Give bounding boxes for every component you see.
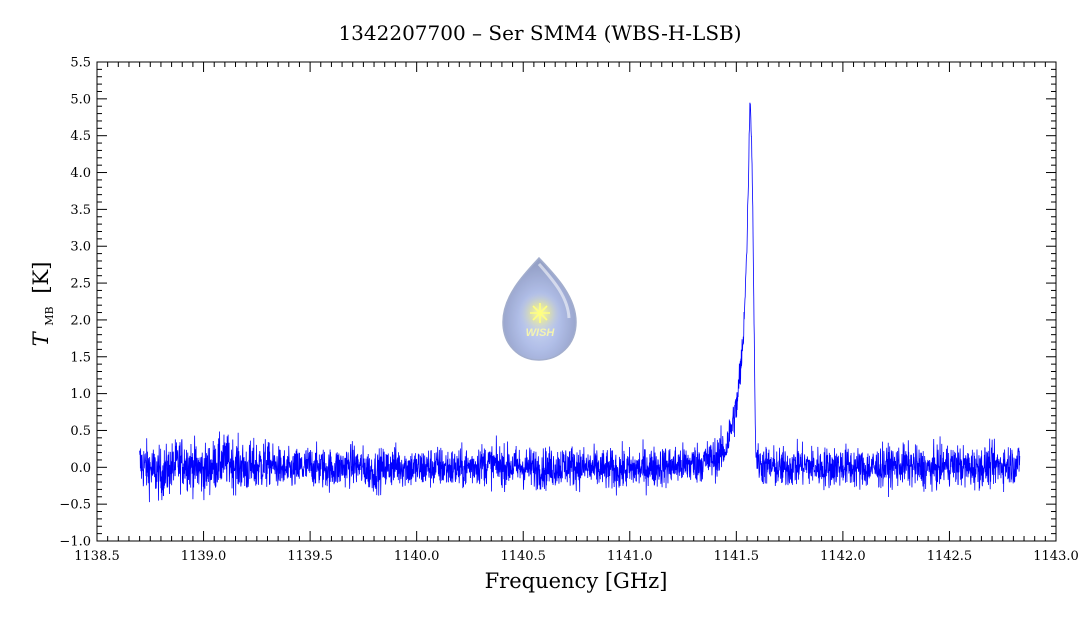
- y-tick-label: 1.0: [70, 387, 91, 402]
- x-tick-label: 1143.0: [1033, 549, 1079, 564]
- svg-text:T MB [K]: T MB [K]: [29, 262, 58, 347]
- x-tick-label: 1142.0: [820, 549, 866, 564]
- y-tick-label: 2.5: [70, 277, 91, 292]
- y-axis-title: T MB [K]: [29, 262, 58, 347]
- wish-logo: WISH: [502, 256, 577, 361]
- x-tick-label: 1140.5: [500, 549, 546, 564]
- y-tick-label: 3.0: [70, 240, 91, 255]
- x-tick-label: 1141.0: [607, 549, 653, 564]
- y-tick-label: 1.5: [70, 350, 91, 365]
- x-tick-label: 1138.5: [74, 549, 120, 564]
- x-tick-label: 1139.5: [287, 549, 333, 564]
- y-axis-unit: [K]: [29, 262, 53, 294]
- axis-ticks: 1138.5 1139.0 1139.5 1140.0 1140.5 1141.0 1141…: [59, 56, 1078, 565]
- y-tick-label: 2.0: [70, 313, 91, 328]
- spectrum-line: [139, 102, 1021, 503]
- y-tick-label: 4.0: [70, 166, 91, 181]
- wish-logo-text: WISH: [526, 327, 556, 339]
- x-tick-label: 1142.5: [927, 549, 973, 564]
- x-axis-title: Frequency [GHz]: [485, 569, 668, 593]
- x-tick-label: 1141.5: [714, 549, 760, 564]
- y-tick-label: 5.5: [70, 56, 91, 71]
- y-axis-symbol: T: [29, 330, 53, 346]
- y-tick-label: 0.5: [70, 424, 91, 439]
- y-tick-label: 0.0: [70, 461, 91, 476]
- y-tick-label: −1.0: [59, 535, 91, 550]
- y-tick-label: 5.0: [70, 92, 91, 107]
- y-tick-label: 4.5: [70, 129, 91, 144]
- y-tick-label: −0.5: [59, 498, 91, 513]
- chart-title: 1342207700 – Ser SMM4 (WBS-H-LSB): [338, 21, 741, 45]
- y-tick-label: 3.5: [70, 203, 91, 218]
- y-axis-subscript: MB: [43, 306, 56, 325]
- x-tick-label: 1139.0: [181, 549, 227, 564]
- spectrum-series: [139, 102, 1021, 503]
- x-tick-label: 1140.0: [394, 549, 440, 564]
